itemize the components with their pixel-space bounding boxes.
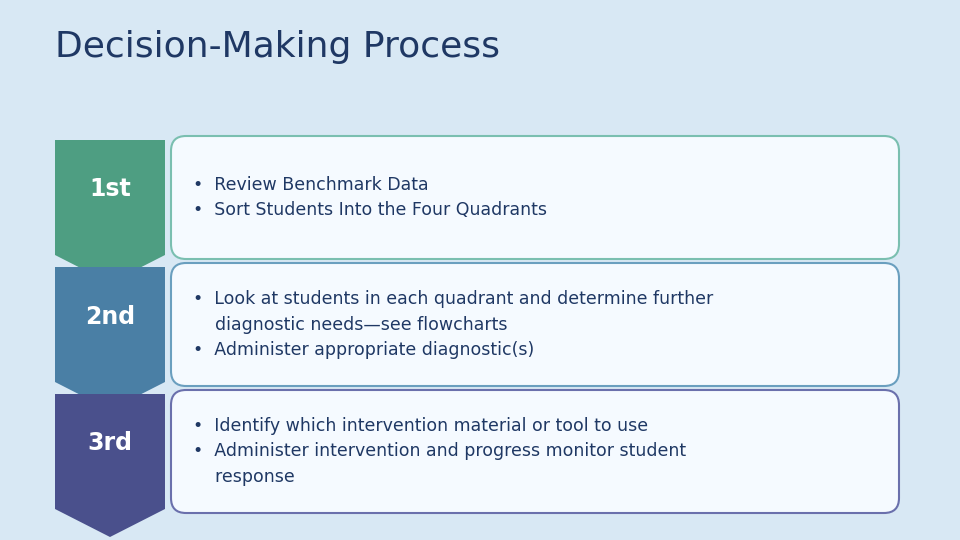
Text: •  Look at students in each quadrant and determine further
    diagnostic needs—: • Look at students in each quadrant and … [193,290,713,359]
Polygon shape [55,394,165,537]
Text: 3rd: 3rd [87,431,132,456]
FancyBboxPatch shape [171,263,899,386]
FancyBboxPatch shape [171,136,899,259]
Text: Decision-Making Process: Decision-Making Process [55,30,500,64]
Text: •  Identify which intervention material or tool to use
•  Administer interventio: • Identify which intervention material o… [193,417,686,486]
Polygon shape [55,267,165,410]
FancyBboxPatch shape [171,390,899,513]
Text: 2nd: 2nd [84,305,135,328]
Text: 1st: 1st [89,178,131,201]
Polygon shape [55,140,165,283]
Text: •  Review Benchmark Data
•  Sort Students Into the Four Quadrants: • Review Benchmark Data • Sort Students … [193,176,547,219]
